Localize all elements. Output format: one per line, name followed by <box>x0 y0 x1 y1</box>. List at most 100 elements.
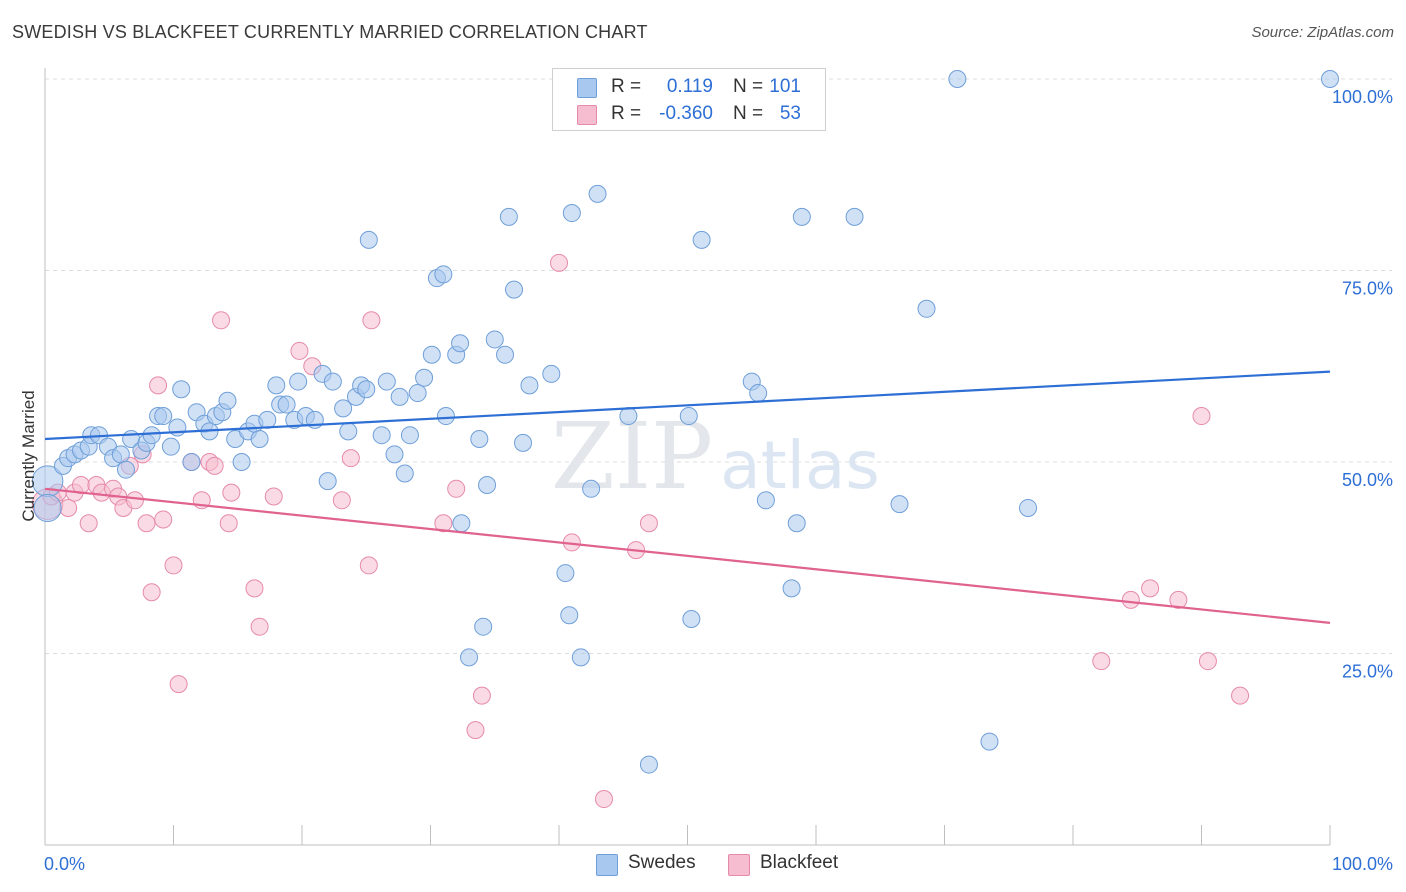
blackfeet-point <box>1198 652 1217 671</box>
legend-r-value: -0.360 <box>659 103 713 124</box>
watermark-atlas: atlas <box>720 427 880 504</box>
blackfeet-point <box>137 514 156 533</box>
chart-title: SWEDISH VS BLACKFEET CURRENTLY MARRIED C… <box>12 22 648 42</box>
blackfeet-point <box>1169 590 1188 609</box>
blackfeet-point <box>359 556 378 575</box>
blackfeet-point <box>59 498 78 517</box>
legend-r-value: 0.119 <box>666 76 713 97</box>
blackfeet-point <box>1121 590 1140 609</box>
blackfeet-point <box>1192 407 1211 426</box>
swedes-point <box>400 426 419 445</box>
swedes-legend-swatch <box>596 854 618 876</box>
swedes-trend-line <box>44 370 1331 441</box>
tick-labels: 25.0% 50.0% 75.0% 100.0% 0.0% 100.0% <box>44 87 1393 874</box>
swedes-point <box>496 345 515 364</box>
blackfeet-point <box>550 253 568 272</box>
swedes-point <box>116 460 135 479</box>
blackfeet-point <box>169 675 188 694</box>
blackfeet-point <box>79 514 98 533</box>
swedes-point <box>334 399 353 418</box>
swedes-point <box>154 407 173 426</box>
swedes-points <box>31 70 1339 774</box>
legend-r-label: R = <box>611 76 642 97</box>
swedes-point <box>357 380 376 399</box>
swedes-point <box>460 648 479 667</box>
swedes-point <box>749 384 768 403</box>
swedes-point <box>385 445 404 464</box>
blackfeet-point <box>250 617 269 636</box>
blackfeet-point <box>264 487 283 506</box>
blackfeet-legend-swatch <box>728 854 750 876</box>
blackfeet-point <box>1141 579 1160 598</box>
legend-row-swedes: R = 0.119 N = 101 <box>553 74 825 100</box>
blackfeet-point <box>1231 686 1250 705</box>
blackfeet-point <box>222 483 241 502</box>
blackfeet-point <box>212 311 231 330</box>
swedes-swatch <box>577 78 597 98</box>
swedes-point <box>948 70 967 88</box>
blackfeet-point <box>142 583 161 602</box>
swedes-point <box>318 472 337 491</box>
blackfeet-point <box>472 686 491 705</box>
swedes-point <box>434 265 453 284</box>
blackfeet-point <box>466 721 485 740</box>
swedes-point <box>520 376 539 395</box>
swedes-point <box>390 387 409 406</box>
swedes-point <box>499 207 518 226</box>
blackfeet-point <box>594 790 613 809</box>
trend-lines <box>44 370 1331 624</box>
swedes-point <box>478 475 497 494</box>
swedes-point <box>560 606 579 625</box>
blackfeet-point <box>125 491 144 510</box>
swedes-point <box>415 368 434 387</box>
swedes-point <box>917 299 936 318</box>
legend-row-blackfeet: R = -0.360 N = 53 <box>553 101 825 127</box>
y-tick-label: 50.0% <box>1342 470 1393 490</box>
swedes-point <box>782 579 801 598</box>
swedes-point <box>372 426 391 445</box>
watermark: ZIP atlas <box>551 403 880 510</box>
legend-n-label: N = <box>733 76 764 97</box>
blackfeet-point <box>219 514 238 533</box>
swedes-point <box>395 464 414 483</box>
swedes-point <box>422 345 441 364</box>
axes <box>44 68 1331 846</box>
swedes-point <box>588 184 607 203</box>
swedes-point <box>890 495 909 514</box>
swedes-point <box>323 372 342 391</box>
swedes-point <box>692 230 711 249</box>
gridlines <box>45 78 1392 654</box>
swedes-point <box>682 610 701 629</box>
legend-r-label: R = <box>611 103 642 124</box>
swedes-point <box>562 204 581 223</box>
swedes-point <box>619 407 638 426</box>
x-tick-label: 0.0% <box>44 854 85 874</box>
swedes-point <box>845 207 864 226</box>
swedes-point <box>485 330 504 349</box>
blackfeet-point <box>164 556 183 575</box>
swedes-legend-label: Swedes <box>628 852 696 873</box>
swedes-point <box>452 514 471 533</box>
blackfeet-point <box>245 579 264 598</box>
swedes-point <box>470 430 489 449</box>
swedes-point <box>111 445 130 464</box>
x-tick-label: 100.0% <box>1332 854 1393 874</box>
blackfeet-point <box>332 491 351 510</box>
blackfeet-point <box>434 514 453 533</box>
blackfeet-trend-line <box>44 487 1331 624</box>
swedes-point <box>556 564 575 583</box>
blackfeet-point <box>362 311 381 330</box>
y-axis-label: Currently Married <box>19 390 38 521</box>
swedes-point <box>377 372 396 391</box>
swedes-point <box>542 364 561 383</box>
swedes-point <box>339 422 358 441</box>
swedes-point <box>250 430 269 449</box>
swedes-point <box>172 380 191 399</box>
swedes-point <box>267 376 286 395</box>
swedes-point <box>980 732 999 751</box>
y-tick-label: 100.0% <box>1332 87 1393 107</box>
swedes-point <box>756 491 775 510</box>
swedes-point <box>359 230 378 249</box>
swedes-point <box>33 493 62 523</box>
